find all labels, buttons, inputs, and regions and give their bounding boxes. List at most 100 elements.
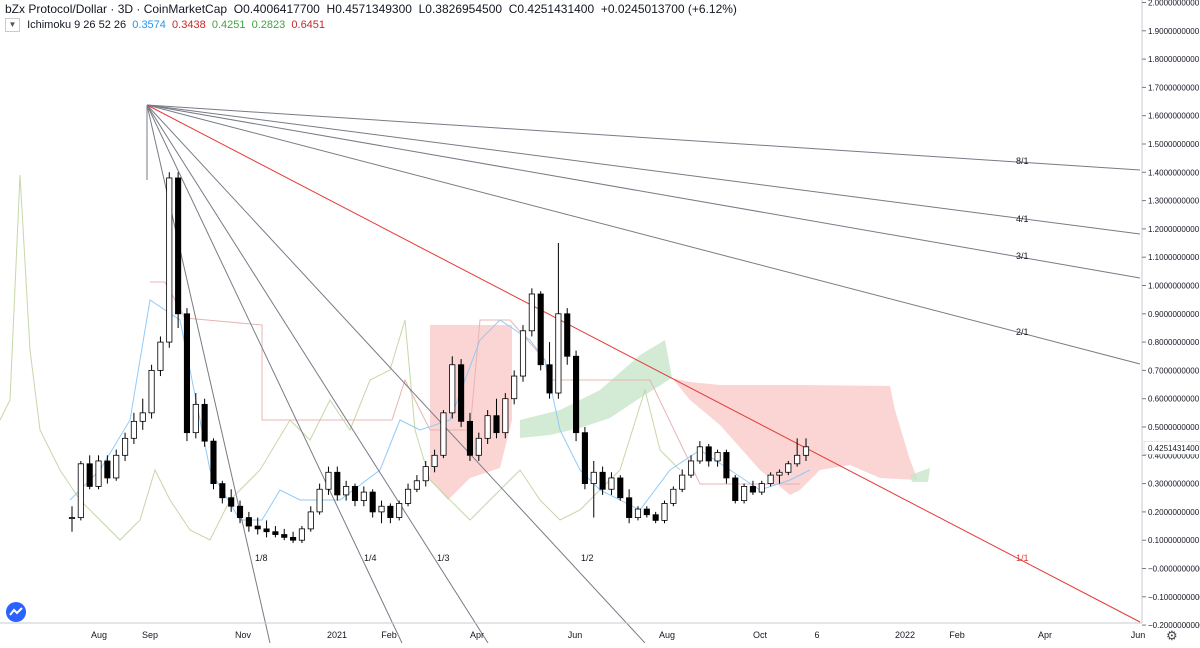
candle-body: [166, 177, 173, 343]
candle-body: [661, 503, 668, 521]
candle-body: [404, 488, 412, 504]
kumo-bullish-area: [520, 340, 672, 438]
candle-body: [130, 420, 137, 439]
candle-body: [378, 505, 385, 513]
candle-body: [599, 471, 606, 490]
indicator-value-base: 0.3438: [172, 18, 206, 31]
candle-body: [634, 508, 642, 518]
price-axis-label: 0.4000000000: [1148, 451, 1200, 460]
candle-body: [351, 486, 359, 501]
price-axis-label: 0.9000000000: [1148, 310, 1200, 319]
price-axis-label: 0.3000000000: [1148, 480, 1200, 489]
candle-body: [360, 491, 367, 501]
price-axis-label: 1.2000000000: [1148, 225, 1200, 234]
candle-body: [758, 483, 765, 493]
candle-body: [687, 460, 695, 476]
price-axis-label: 0.5000000000: [1148, 423, 1200, 432]
candle-body: [104, 460, 111, 479]
candle-body: [723, 452, 730, 479]
candle-body: [396, 503, 403, 518]
candle-body: [113, 454, 120, 479]
time-axis-label: Aug: [91, 630, 107, 640]
candle-body: [86, 463, 93, 487]
price-axis-label: −0.0000000000: [1148, 565, 1200, 574]
candle-body: [705, 446, 712, 462]
candle-body: [794, 454, 801, 465]
low-label: L: [418, 2, 426, 16]
price-axis-label: 1.6000000000: [1148, 112, 1200, 121]
candle-body: [714, 452, 721, 462]
price-axis-label: 1.9000000000: [1148, 27, 1200, 36]
candle-body: [528, 293, 535, 332]
time-axis-label: Nov: [235, 630, 252, 640]
candle-body: [245, 517, 252, 527]
time-axis-label: Jun: [1131, 630, 1146, 640]
candle-body: [749, 486, 756, 493]
price-axis-label: 1.3000000000: [1148, 197, 1200, 206]
candle-body: [334, 471, 341, 496]
high-label: H: [326, 2, 336, 16]
low-value: 0.3826954500: [425, 2, 503, 16]
price-axis-label: −0.2000000000: [1148, 621, 1200, 630]
price-axis-label: 1.5000000000: [1148, 140, 1200, 149]
change-value: +0.0245013700 (+6.12%): [600, 2, 737, 16]
candle-body: [148, 369, 155, 414]
indicator-value-lead2: 0.6451: [291, 18, 326, 31]
candle-body: [581, 432, 588, 485]
candle-body: [298, 528, 305, 541]
candle-body: [307, 511, 314, 530]
fan-label-1-8: 1/8: [255, 553, 268, 563]
candle-body: [449, 364, 456, 414]
fan-line-1-3: [146, 104, 489, 644]
fan-label-1-1: 1/1: [1016, 553, 1029, 563]
candle-body: [440, 412, 447, 456]
indicator-name[interactable]: Ichimoku 9 26 52 26: [27, 18, 127, 31]
fan-label-3-1: 3/1: [1016, 251, 1029, 261]
price-axis-label: 1.7000000000: [1148, 83, 1200, 92]
high-value: 0.4571349300: [335, 2, 412, 16]
candle-body: [564, 313, 571, 357]
candle-body: [475, 437, 482, 456]
candle-body: [573, 355, 580, 434]
tradingview-logo-icon[interactable]: [5, 601, 27, 623]
candle-body: [369, 491, 376, 513]
price-axis-label: 0.7000000000: [1148, 366, 1200, 375]
chevron-down-icon[interactable]: ▼: [5, 18, 20, 32]
time-axis-label: Apr: [470, 630, 484, 640]
indicator-legend: ▼ Ichimoku 9 26 52 26 0.3574 0.3438 0.42…: [5, 18, 325, 32]
symbol-title[interactable]: bZx Protocol/Dollar · 3D · CoinMarketCap: [5, 2, 228, 16]
time-axis-label: Aug: [659, 630, 675, 640]
time-axis-label: Jun: [568, 630, 583, 640]
fan-label-1-2: 1/2: [581, 553, 594, 563]
gear-icon[interactable]: ⚙: [1166, 628, 1178, 643]
time-axis-label: 2021: [327, 630, 347, 640]
indicator-value-lead1: 0.2823: [251, 18, 286, 31]
fan-line-1-1: [146, 104, 1141, 623]
time-axis-label: 6: [814, 630, 819, 640]
candle-body: [183, 313, 191, 434]
candle-body: [679, 474, 686, 490]
candle-body: [219, 483, 226, 499]
price-axis-label: 0.6000000000: [1148, 395, 1200, 404]
candle-body: [590, 471, 597, 484]
symbol-header: bZx Protocol/Dollar · 3D · CoinMarketCap…: [5, 2, 737, 16]
candle-body: [670, 488, 677, 504]
candle-body: [555, 313, 562, 394]
kumo-bullish-area: [910, 468, 930, 482]
time-axis-label: Sep: [142, 630, 158, 640]
candle-body: [122, 437, 129, 456]
indicator-value-lagging: 0.4251: [211, 18, 246, 31]
candle-body: [316, 488, 323, 513]
candle-body: [546, 364, 553, 394]
fan-line-1-2: [146, 104, 646, 644]
candle-body: [785, 463, 792, 473]
candle-body: [776, 471, 783, 476]
candle-body: [458, 364, 465, 422]
candle-body: [608, 477, 615, 490]
candle-body: [413, 480, 420, 490]
candle-body: [431, 454, 438, 468]
fan-line-1-4: [146, 104, 403, 644]
candle-body: [68, 517, 76, 519]
